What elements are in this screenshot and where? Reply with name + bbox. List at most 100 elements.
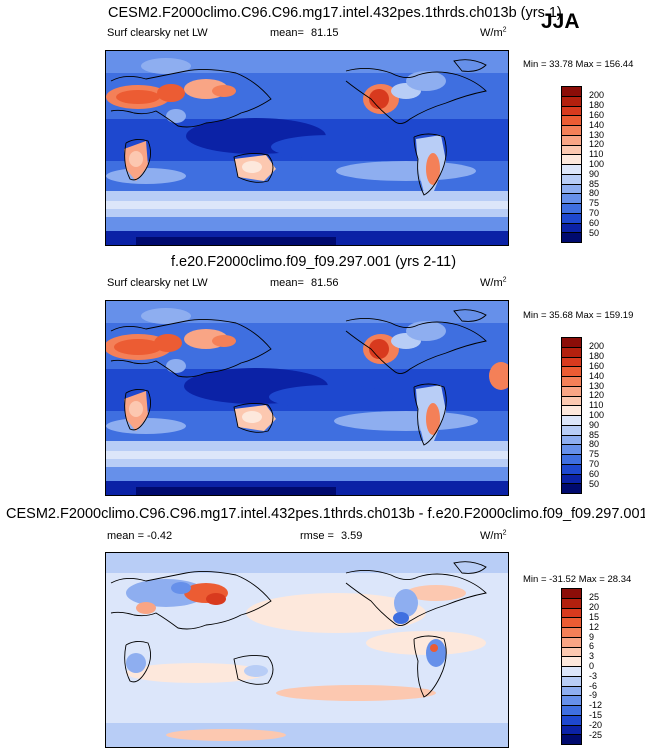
colorbar-swatch bbox=[562, 597, 581, 608]
panel3-map bbox=[105, 552, 509, 748]
colorbar-tick-label: 140 bbox=[589, 370, 605, 381]
colorbar-tick-label: -9 bbox=[589, 690, 598, 701]
colorbar-tick-label: 70 bbox=[589, 208, 600, 219]
colorbar-tick-label: 70 bbox=[589, 459, 600, 470]
colorbar-swatch bbox=[562, 338, 581, 347]
colorbar-swatch bbox=[562, 95, 581, 106]
colorbar-tick-label: -25 bbox=[589, 729, 603, 740]
colorbar-tick-label: 50 bbox=[589, 478, 600, 489]
colorbar-swatch bbox=[562, 646, 581, 657]
colorbar-swatch bbox=[562, 617, 581, 627]
colorbar-tick-label: 160 bbox=[589, 360, 605, 371]
colorbar-swatch bbox=[562, 656, 581, 666]
colorbar-swatch bbox=[562, 183, 581, 194]
colorbar-tick-label: -15 bbox=[589, 710, 603, 721]
panel2-map bbox=[105, 300, 509, 496]
colorbar-tick-label: -3 bbox=[589, 670, 598, 681]
colorbar-swatch bbox=[562, 395, 581, 406]
colorbar-swatch bbox=[562, 589, 581, 598]
panel2-variable-label: Surf clearsky net LW bbox=[107, 277, 208, 289]
colorbar-swatch bbox=[562, 685, 581, 696]
colorbar-tick-label: 15 bbox=[589, 611, 600, 622]
panel3-stat-label: rmse = bbox=[300, 530, 334, 542]
colorbar-tick-label: 6 bbox=[589, 641, 595, 652]
colorbar-swatch bbox=[562, 385, 581, 396]
colorbar-swatch bbox=[562, 144, 581, 155]
colorbar-tick-label: -12 bbox=[589, 700, 603, 711]
colorbar-swatch bbox=[562, 203, 581, 213]
colorbar-swatch bbox=[562, 734, 581, 744]
colorbar-swatch bbox=[562, 134, 581, 145]
season-label: JJA bbox=[541, 10, 580, 33]
colorbar-swatch bbox=[562, 164, 581, 174]
panel3-minmax: Min = -31.52 Max = 28.34 bbox=[523, 574, 632, 585]
colorbar-tick-label: 130 bbox=[589, 380, 605, 391]
colorbar-tick-label: -20 bbox=[589, 719, 603, 730]
colorbar-tick-label: 200 bbox=[589, 341, 605, 352]
colorbar-tick-label: 180 bbox=[589, 100, 605, 111]
panel2-units: W/m2 bbox=[480, 276, 507, 289]
colorbar-swatch bbox=[562, 444, 581, 454]
colorbar-swatch bbox=[562, 222, 581, 233]
colorbar-swatch bbox=[562, 87, 581, 96]
colorbar-swatch bbox=[562, 232, 581, 242]
colorbar-swatch bbox=[562, 212, 581, 223]
colorbar-tick-label: 80 bbox=[589, 188, 600, 199]
panel2-title: f.e20.F2000climo.f09_f09.297.001 (yrs 2-… bbox=[171, 254, 457, 270]
colorbar-swatch bbox=[562, 454, 581, 464]
colorbar-swatch bbox=[562, 666, 581, 676]
colorbar-swatch bbox=[562, 154, 581, 164]
panel1-map-svg bbox=[106, 51, 508, 245]
colorbar-swatch bbox=[562, 105, 581, 116]
colorbar-tick-label: 160 bbox=[589, 109, 605, 120]
colorbar-tick-label: 100 bbox=[589, 410, 605, 420]
panel2-stat: mean= 81.56 bbox=[270, 277, 339, 289]
colorbar-swatch bbox=[562, 415, 581, 425]
colorbar-tick-label: 85 bbox=[589, 178, 600, 189]
colorbar-tick-label: -6 bbox=[589, 680, 598, 691]
colorbar-tick-label: 140 bbox=[589, 119, 605, 130]
panel3-map-svg bbox=[106, 553, 508, 747]
panel1-units: W/m2 bbox=[480, 26, 507, 39]
colorbar-tick-label: 90 bbox=[589, 419, 600, 430]
colorbar-swatch bbox=[562, 473, 581, 484]
colorbar-swatch bbox=[562, 695, 581, 705]
panel1-stat-value: 81.15 bbox=[311, 27, 339, 39]
colorbar-tick-label: 200 bbox=[589, 90, 605, 101]
panel1-stat-label: mean= bbox=[270, 27, 304, 39]
panel2-colorbar bbox=[561, 337, 582, 494]
colorbar-swatch bbox=[562, 405, 581, 415]
colorbar-tick-label: 20 bbox=[589, 602, 600, 613]
colorbar-swatch bbox=[562, 193, 581, 203]
colorbar-swatch bbox=[562, 115, 581, 125]
colorbar-tick-label: 60 bbox=[589, 468, 600, 479]
colorbar-tick-label: 60 bbox=[589, 217, 600, 228]
panel3-stat: rmse = 3.59 bbox=[300, 530, 362, 542]
colorbar-swatch bbox=[562, 483, 581, 493]
colorbar-swatch bbox=[562, 356, 581, 367]
colorbar-swatch bbox=[562, 607, 581, 618]
colorbar-swatch bbox=[562, 627, 581, 637]
panel1-colorbar bbox=[561, 86, 582, 243]
colorbar-tick-label: 180 bbox=[589, 351, 605, 362]
colorbar-swatch bbox=[562, 463, 581, 474]
panel1-stat: mean= 81.15 bbox=[270, 27, 339, 39]
colorbar-swatch bbox=[562, 675, 581, 686]
panel1-title: CESM2.F2000climo.C96.C96.mg17.intel.432p… bbox=[108, 5, 562, 21]
colorbar-tick-label: 110 bbox=[589, 400, 604, 411]
colorbar-tick-label: 100 bbox=[589, 159, 605, 169]
colorbar-tick-label: 80 bbox=[589, 439, 600, 450]
colorbar-swatch bbox=[562, 346, 581, 357]
colorbar-tick-label: 50 bbox=[589, 227, 600, 238]
colorbar-swatch bbox=[562, 434, 581, 445]
colorbar-tick-label: 90 bbox=[589, 168, 600, 179]
colorbar-tick-label: 120 bbox=[589, 139, 605, 150]
colorbar-swatch bbox=[562, 714, 581, 725]
colorbar-tick-label: 3 bbox=[589, 651, 595, 662]
colorbar-tick-label: 85 bbox=[589, 429, 600, 440]
colorbar-swatch bbox=[562, 424, 581, 435]
colorbar-swatch bbox=[562, 366, 581, 376]
panel3-colorbar bbox=[561, 588, 582, 745]
colorbar-tick-label: 130 bbox=[589, 129, 605, 140]
panel3-units: W/m2 bbox=[480, 529, 507, 542]
